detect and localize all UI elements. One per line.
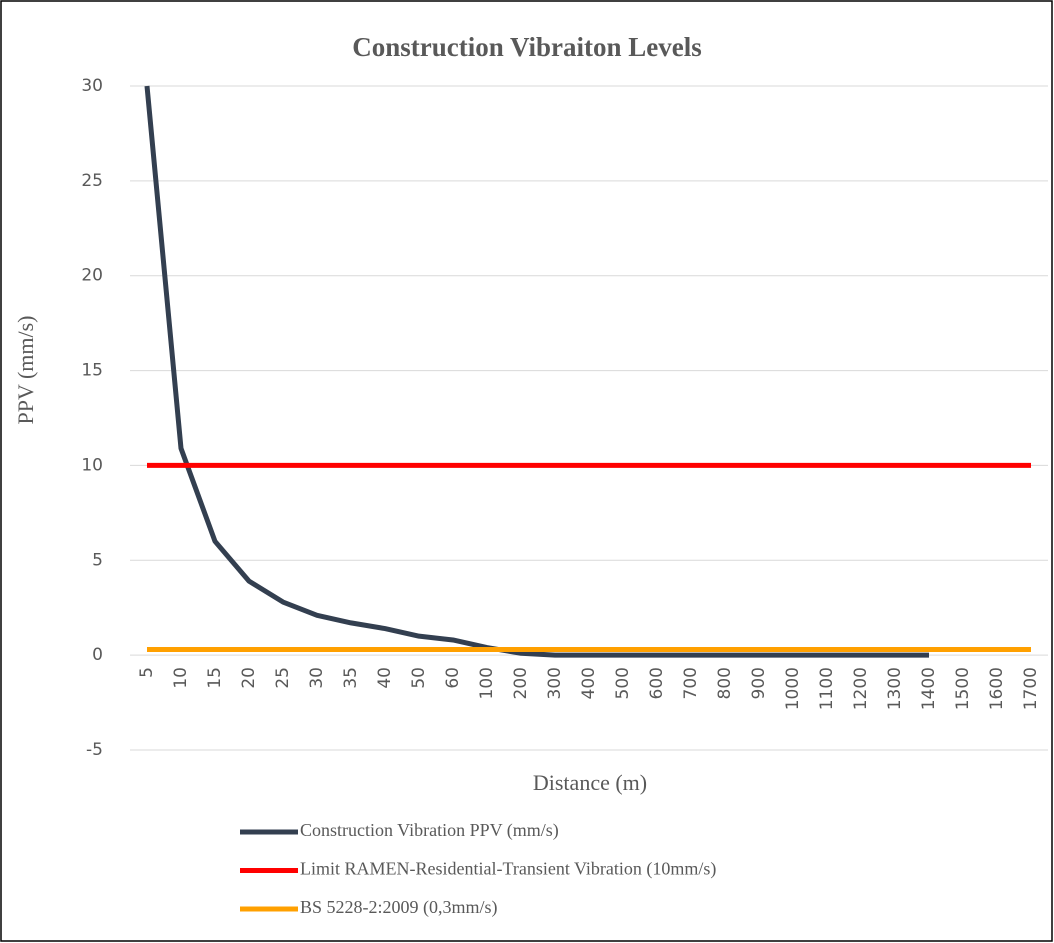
y-tick-label: 30 [81,76,103,96]
x-tick-label: 1300 [885,667,905,710]
x-tick-label: 200 [511,667,531,699]
x-tick-label: 1500 [953,667,973,710]
x-tick-label: 35 [341,667,361,689]
x-tick-label: 500 [613,667,633,699]
x-tick-label: 400 [579,667,599,699]
x-tick-label: 1700 [1021,667,1041,710]
x-tick-label: 1200 [851,667,871,710]
legend-label: Construction Vibration PPV (mm/s) [300,820,559,841]
x-tick-label: 800 [715,667,735,699]
x-tick-label: 300 [545,667,565,699]
y-tick-label: -5 [86,740,103,760]
x-tick-label: 900 [749,667,769,699]
x-tick-label: 1600 [987,667,1007,710]
y-tick-label: 10 [81,455,103,475]
x-tick-label: 15 [205,667,225,689]
y-axis-label: PPV (mm/s) [13,315,38,424]
x-tick-label: 1100 [817,667,837,710]
legend-label: Limit RAMEN-Residential-Transient Vibrat… [300,859,716,880]
x-tick-label: 25 [273,667,293,689]
y-tick-label: 15 [81,361,103,381]
x-tick-label: 600 [647,667,667,699]
y-tick-label: 0 [92,645,103,665]
x-tick-label: 40 [375,667,395,689]
x-tick-label: 10 [171,667,191,689]
x-tick-label: 100 [477,667,497,699]
series-line [144,85,929,658]
x-tick-label: 50 [409,667,429,689]
chart-title: Construction Vibraiton Levels [352,32,702,62]
x-tick-label: 60 [443,667,463,689]
x-tick-label: 30 [307,667,327,689]
y-tick-label: 20 [81,266,103,286]
x-tick-label: 1000 [783,667,803,710]
x-tick-label: 1400 [919,667,939,710]
y-tick-label: 25 [81,171,103,191]
y-tick-label: 5 [92,550,103,570]
x-tick-label: 700 [681,667,701,699]
legend-label: BS 5228-2:2009 (0,3mm/s) [300,897,498,918]
x-axis-label: Distance (m) [533,770,647,795]
x-tick-label: 20 [239,667,259,689]
x-tick-label: 5 [137,667,157,678]
